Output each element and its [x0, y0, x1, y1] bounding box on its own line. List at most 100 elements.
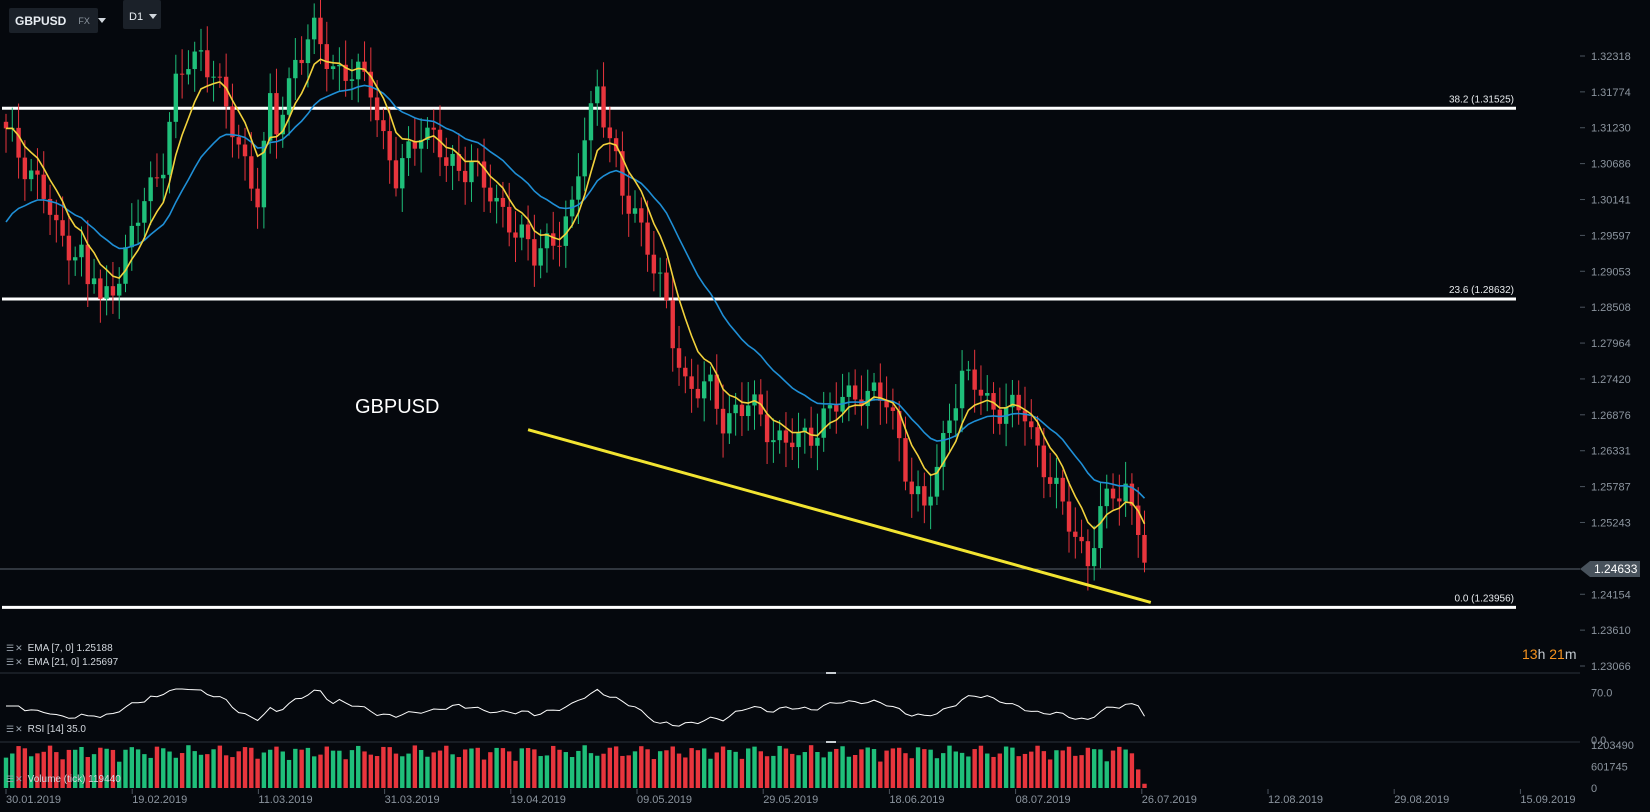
candle — [796, 412, 801, 469]
volume-bar — [978, 745, 984, 788]
volume-bar — [840, 746, 845, 788]
volume-bar — [827, 751, 833, 788]
candle — [859, 375, 864, 426]
candle — [10, 107, 15, 142]
rsi-pane-handle[interactable] — [826, 672, 836, 674]
volume-bar — [966, 756, 971, 788]
volume-bar — [569, 757, 575, 788]
volume-bar — [626, 755, 631, 788]
candle — [381, 108, 386, 150]
volume-bar — [1066, 746, 1072, 788]
candle — [255, 167, 260, 229]
settings-close-icon[interactable]: ☰✕ — [6, 774, 24, 784]
rsi-indicator[interactable]: ☰✕ RSI [14] 35.0 — [6, 724, 86, 735]
volume-bar — [959, 752, 965, 788]
volume-bar — [727, 749, 732, 788]
volume-bar — [79, 746, 84, 788]
candle — [1035, 415, 1040, 468]
candle — [286, 67, 292, 136]
price-tick-label: 1.26876 — [1591, 410, 1631, 422]
volume-bar — [362, 751, 367, 788]
volume-bar — [941, 753, 946, 788]
volume-bar — [54, 752, 59, 788]
candle — [532, 214, 537, 287]
volume-bar — [934, 758, 940, 788]
candle — [683, 356, 688, 394]
ema-fast-indicator[interactable]: ☰✕ EMA [7, 0] 1.25188 — [6, 643, 113, 654]
candle — [557, 221, 562, 267]
candle — [746, 382, 751, 431]
volume-bar — [242, 747, 248, 788]
price-tick-label: 1.29597 — [1591, 230, 1631, 242]
volume-bar — [186, 745, 191, 788]
candle — [607, 106, 613, 163]
volume-bar — [664, 750, 669, 788]
volume-bar — [337, 750, 342, 788]
volume-bar — [632, 751, 638, 788]
volume-bar — [418, 750, 424, 788]
candle — [293, 38, 298, 101]
volume-bar — [1029, 751, 1034, 788]
settings-close-icon[interactable]: ☰✕ — [6, 643, 24, 653]
volume-bar — [374, 756, 380, 788]
price-tick-label: 1.30686 — [1591, 159, 1631, 171]
volume-bar — [645, 749, 650, 788]
volume-bar — [494, 747, 499, 788]
candle — [708, 366, 713, 401]
date-tick-label: 29.08.2019 — [1394, 794, 1449, 806]
volume-bar — [47, 745, 53, 788]
rsi-line — [6, 688, 1145, 727]
volume-bar — [393, 753, 399, 788]
rsi-axis: 70.0 0.0 — [1591, 687, 1612, 747]
price-tick-label: 1.23610 — [1591, 625, 1631, 637]
candle — [953, 384, 958, 438]
ema-slow-indicator[interactable]: ☰✕ EMA [21, 0] 1.25697 — [6, 657, 118, 668]
volume-bar — [305, 747, 311, 788]
volume-bar — [10, 753, 15, 788]
price-tick-label: 1.25243 — [1591, 517, 1631, 529]
candle — [242, 127, 248, 181]
candle — [318, 0, 323, 65]
candle — [878, 363, 883, 425]
fib-level-label: 23.6 (1.28632) — [1449, 285, 1514, 296]
timeframe-selector[interactable]: D1 — [123, 0, 161, 29]
candle — [161, 153, 166, 202]
volume-bar — [1010, 747, 1015, 788]
symbol-selector[interactable]: GBPUSD FX — [9, 8, 106, 33]
volume-bar — [481, 759, 487, 788]
candle — [670, 276, 675, 372]
volume-bar — [299, 749, 304, 788]
volume-bar — [123, 749, 128, 788]
candle — [972, 349, 977, 413]
candle — [330, 54, 336, 80]
volume-bar — [532, 749, 537, 788]
volume-bar — [928, 749, 933, 788]
volume-bar — [695, 750, 701, 788]
volume-bar — [41, 751, 46, 788]
candle — [815, 413, 820, 471]
ema-slow-line — [5, 84, 1146, 499]
date-axis: 30.01.2019 19.02.2019 11.03.2019 31.03.2019… — [5, 789, 1575, 806]
volume-pane-handle[interactable] — [826, 741, 836, 743]
candle — [947, 403, 952, 452]
symbol-label: GBPUSD — [15, 13, 67, 28]
settings-close-icon[interactable]: ☰✕ — [6, 724, 24, 734]
candle — [595, 69, 600, 126]
volume-bar — [909, 758, 914, 788]
volume-bar — [815, 752, 820, 788]
volume-indicator[interactable]: ☰✕ Volume (tick) 119440 — [6, 774, 121, 785]
volume-bar — [255, 758, 260, 788]
candle — [1136, 487, 1141, 558]
candle — [959, 350, 965, 433]
candle — [1041, 427, 1047, 499]
settings-close-icon[interactable]: ☰✕ — [6, 657, 24, 667]
trendline[interactable] — [527, 428, 1152, 604]
candle — [915, 470, 921, 512]
volume-bar — [142, 754, 147, 788]
candle — [1060, 469, 1065, 515]
volume-bar — [230, 757, 235, 788]
volume-bars — [3, 745, 1147, 788]
candle — [98, 269, 103, 323]
candle — [695, 364, 701, 408]
